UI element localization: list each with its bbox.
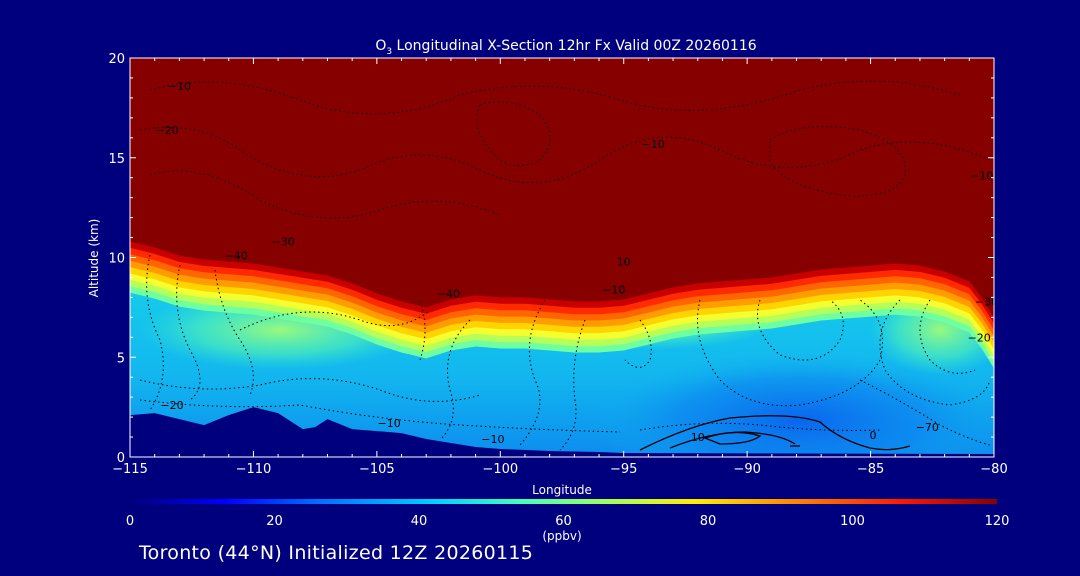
y-tick-label: 0	[117, 451, 125, 466]
contour-line	[757, 299, 844, 361]
x-axis-label: Longitude	[532, 483, 592, 497]
colorbar-tick-label: 80	[700, 514, 717, 529]
x-axis: −115 −110 −105 −100 −95 −90 −85 −80	[112, 58, 1008, 477]
colorbar-tick-label: 120	[985, 514, 1010, 529]
contour-label: 0	[870, 429, 877, 442]
terrain-mask	[130, 407, 994, 457]
y-tick-label: 5	[117, 351, 125, 366]
contour-label: −20	[968, 331, 991, 344]
x-tick-label: −105	[359, 462, 395, 477]
contour-label: −10	[642, 138, 665, 151]
contour-line	[703, 431, 762, 445]
dotted-contours	[139, 80, 991, 451]
y-tick-label: 20	[108, 52, 125, 67]
x-tick-label: −100	[482, 462, 518, 477]
contour-label: −10	[378, 417, 401, 430]
contour-label: −10	[970, 170, 993, 183]
contour-line	[149, 80, 961, 115]
x-tick-label: −95	[610, 462, 637, 477]
colorbar-tick-label: 100	[840, 514, 865, 529]
contour-labels: −10 −20 −10 −10 −30 −40 10 −40 −10 −30 −20 −20 −10 −1…	[155, 80, 998, 446]
contour-line	[639, 422, 881, 431]
solid-contours	[639, 415, 911, 451]
contour-label: −70	[916, 421, 939, 434]
contour-line	[139, 378, 481, 402]
contour-line	[879, 299, 991, 406]
contour-line	[639, 415, 911, 451]
footer-text: Toronto (44°N) Initialized 12Z 20260115	[139, 542, 534, 564]
contour-label: 10	[691, 431, 705, 444]
contour-line	[149, 170, 501, 219]
colorbar-ticks: 0 20 40 60 80 100 120	[126, 514, 1010, 529]
contour-line	[624, 319, 652, 368]
colorbar-label: (ppbv)	[542, 529, 581, 543]
contour-label: −40	[224, 250, 247, 263]
contour-label: −30	[975, 295, 998, 308]
contour-label: −30	[271, 236, 294, 249]
x-tick-label: −90	[733, 462, 760, 477]
colorbar	[130, 499, 997, 504]
x-tick-label: −110	[236, 462, 272, 477]
contour-line	[697, 299, 883, 407]
colorbar-tick-label: 60	[555, 514, 572, 529]
x-tick-label: −85	[857, 462, 884, 477]
x-tick-label: −115	[112, 462, 148, 477]
chart-title: O3 Longitudinal X-Section 12hr Fx Valid …	[375, 38, 756, 57]
contour-line	[476, 101, 551, 167]
contour-line	[176, 264, 201, 401]
contour-line	[559, 319, 586, 451]
y-tick-label: 15	[108, 152, 125, 167]
contour-line	[139, 399, 621, 433]
contour-line	[239, 309, 431, 331]
y-axis-label: Altitude (km)	[87, 219, 101, 298]
colorbar-tick-label: 0	[126, 514, 134, 529]
contour-label: −20	[160, 399, 183, 412]
y-axis: 0 5 10 15 20	[108, 52, 994, 466]
contour-label: −20	[155, 124, 178, 137]
plot-area: −10 −20 −10 −10 −30 −40 10 −40 −10 −30 −20 −20 −10 −1…	[130, 58, 998, 457]
contour-label: −10	[602, 283, 625, 296]
contour-label: −10	[481, 433, 504, 446]
contour-label: −40	[437, 287, 460, 300]
contour-line	[769, 126, 906, 197]
colorbar-tick-label: 40	[411, 514, 428, 529]
contour-label: 10	[617, 256, 631, 269]
contour-label: −10	[168, 80, 191, 93]
x-tick-label: −80	[980, 462, 1007, 477]
low-ozone-region	[590, 350, 994, 457]
contour-line	[419, 299, 426, 361]
colorbar-tick-label: 20	[266, 514, 283, 529]
footer-caption: Toronto (44°N) Initialized 12Z 20260115	[139, 542, 533, 564]
y-tick-label: 10	[108, 252, 125, 267]
contour-line	[669, 431, 796, 449]
stratosphere-high-ozone	[130, 58, 994, 318]
contour-line	[139, 127, 991, 184]
contour-line	[439, 319, 471, 441]
contour-line	[919, 299, 976, 374]
